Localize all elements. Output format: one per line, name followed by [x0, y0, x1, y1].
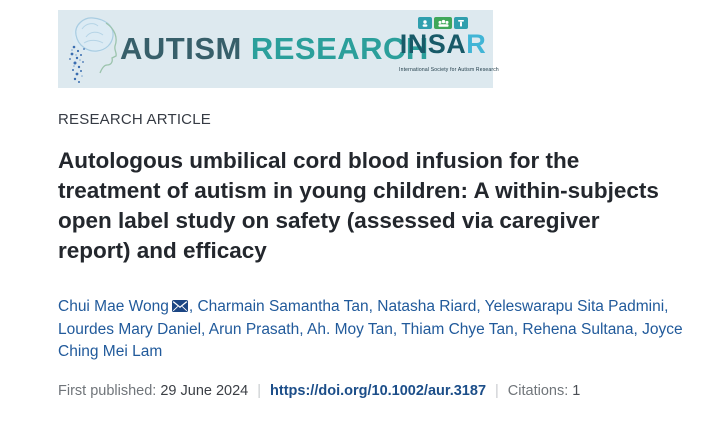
citations-label[interactable]: Citations:: [507, 383, 569, 399]
doi-link[interactable]: https://doi.org/10.1002/aur.3187: [270, 383, 487, 399]
insar-people-icon: [434, 17, 452, 29]
journal-banner[interactable]: AUTISM RESEARCH INSAR International Socie…: [58, 10, 499, 90]
journal-name-part2: RESEARCH: [250, 31, 429, 66]
email-icon[interactable]: [171, 297, 188, 319]
meta-separator: |: [495, 383, 499, 399]
article-meta-line: First published: 29 June 2024 | https://do…: [58, 383, 580, 399]
first-published-label: First published:: [58, 383, 157, 399]
author-lead[interactable]: Chui Mae Wong: [58, 298, 169, 315]
article-title: Autologous umbilical cord blood infusion…: [58, 148, 659, 264]
insar-acronym: INSAR: [399, 29, 487, 59]
insar-logo: INSAR International Society for Autism R…: [399, 17, 499, 76]
insar-flask-icon: [454, 17, 468, 29]
authors-line: Chui Mae Wong, Charmain Samantha Tan, Na…: [58, 296, 688, 363]
citations-count[interactable]: 1: [572, 383, 581, 399]
brain-head-illustration-icon: [60, 13, 122, 90]
journal-wordmark: AUTISM RESEARCH: [120, 31, 429, 67]
journal-name-part1: AUTISM: [120, 31, 242, 66]
insar-person-icon: [418, 17, 432, 29]
insar-icon-row: [399, 17, 487, 29]
meta-separator: |: [257, 383, 262, 399]
insar-tagline: International Society for Autism Researc…: [399, 67, 499, 74]
first-published-date: 29 June 2024: [160, 383, 249, 399]
article-type-label: RESEARCH ARTICLE: [58, 111, 211, 128]
author-others[interactable]: , Charmain Samantha Tan, Natasha Riard, …: [58, 298, 683, 360]
